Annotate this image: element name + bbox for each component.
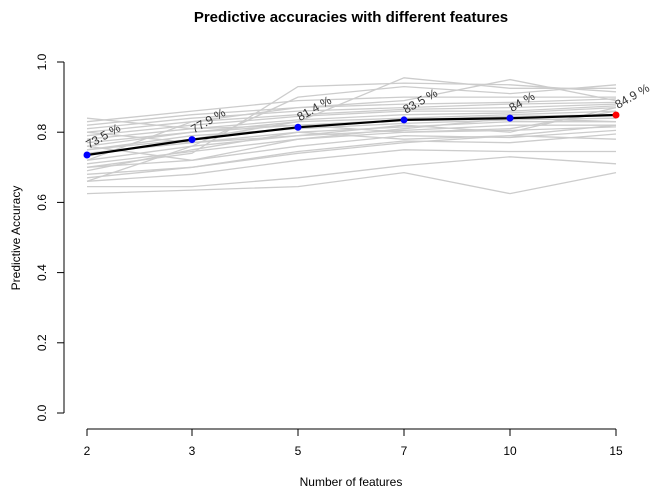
background-series-line bbox=[86, 110, 617, 144]
background-series-line bbox=[86, 131, 617, 172]
background-series-line bbox=[86, 106, 617, 140]
background-series-line bbox=[86, 117, 617, 161]
axes-group: 2 3 5 7 10 15 0.0 0.2 0.4 0.6 0.8 1.0 bbox=[35, 53, 623, 458]
chart-title: Predictive accuracies with different fea… bbox=[194, 9, 508, 26]
background-series-line bbox=[86, 110, 617, 133]
y-tick-label: 0.0 bbox=[35, 404, 49, 421]
x-axis-label: Number of features bbox=[300, 475, 403, 489]
background-series-line bbox=[86, 101, 617, 130]
mean-accuracy-point bbox=[83, 151, 91, 159]
mean-accuracy-point bbox=[612, 111, 620, 119]
background-series-line bbox=[86, 171, 617, 195]
y-tick-label: 0.8 bbox=[35, 124, 49, 141]
x-tick-label: 3 bbox=[189, 444, 196, 458]
background-series-line bbox=[86, 82, 617, 168]
data-label: 84.9 % bbox=[613, 81, 652, 112]
x-tick-label: 2 bbox=[84, 444, 91, 458]
mean-accuracy-point bbox=[294, 123, 302, 131]
mean-accuracy-point bbox=[400, 116, 408, 124]
y-tick-label: 0.2 bbox=[35, 334, 49, 351]
x-tick-label: 15 bbox=[609, 444, 623, 458]
background-series-line bbox=[86, 117, 617, 151]
background-series-line bbox=[86, 149, 616, 182]
mean-accuracy-line bbox=[86, 113, 617, 157]
background-series-line bbox=[86, 121, 616, 154]
data-label: 83.5 % bbox=[401, 86, 441, 117]
background-series-line bbox=[86, 106, 617, 144]
background-series-line bbox=[86, 96, 616, 123]
y-tick-label: 0.4 bbox=[35, 264, 49, 281]
background-series-line bbox=[87, 156, 617, 188]
x-tick-label: 5 bbox=[295, 444, 302, 458]
mean-accuracy-point bbox=[188, 136, 196, 144]
x-tick-label: 7 bbox=[401, 444, 408, 458]
mean-accuracy-point bbox=[506, 114, 514, 122]
background-series-line bbox=[86, 103, 617, 133]
x-tick-label: 10 bbox=[503, 444, 517, 458]
background-series-line bbox=[86, 84, 617, 182]
y-axis-label: Predictive Accuracy bbox=[9, 186, 23, 291]
y-tick-label: 1.0 bbox=[35, 53, 49, 70]
background-series-line bbox=[86, 78, 617, 161]
y-tick-label: 0.6 bbox=[35, 194, 49, 211]
background-series-line bbox=[86, 124, 617, 179]
background-series-line bbox=[86, 98, 617, 126]
background-series-group bbox=[86, 77, 617, 195]
